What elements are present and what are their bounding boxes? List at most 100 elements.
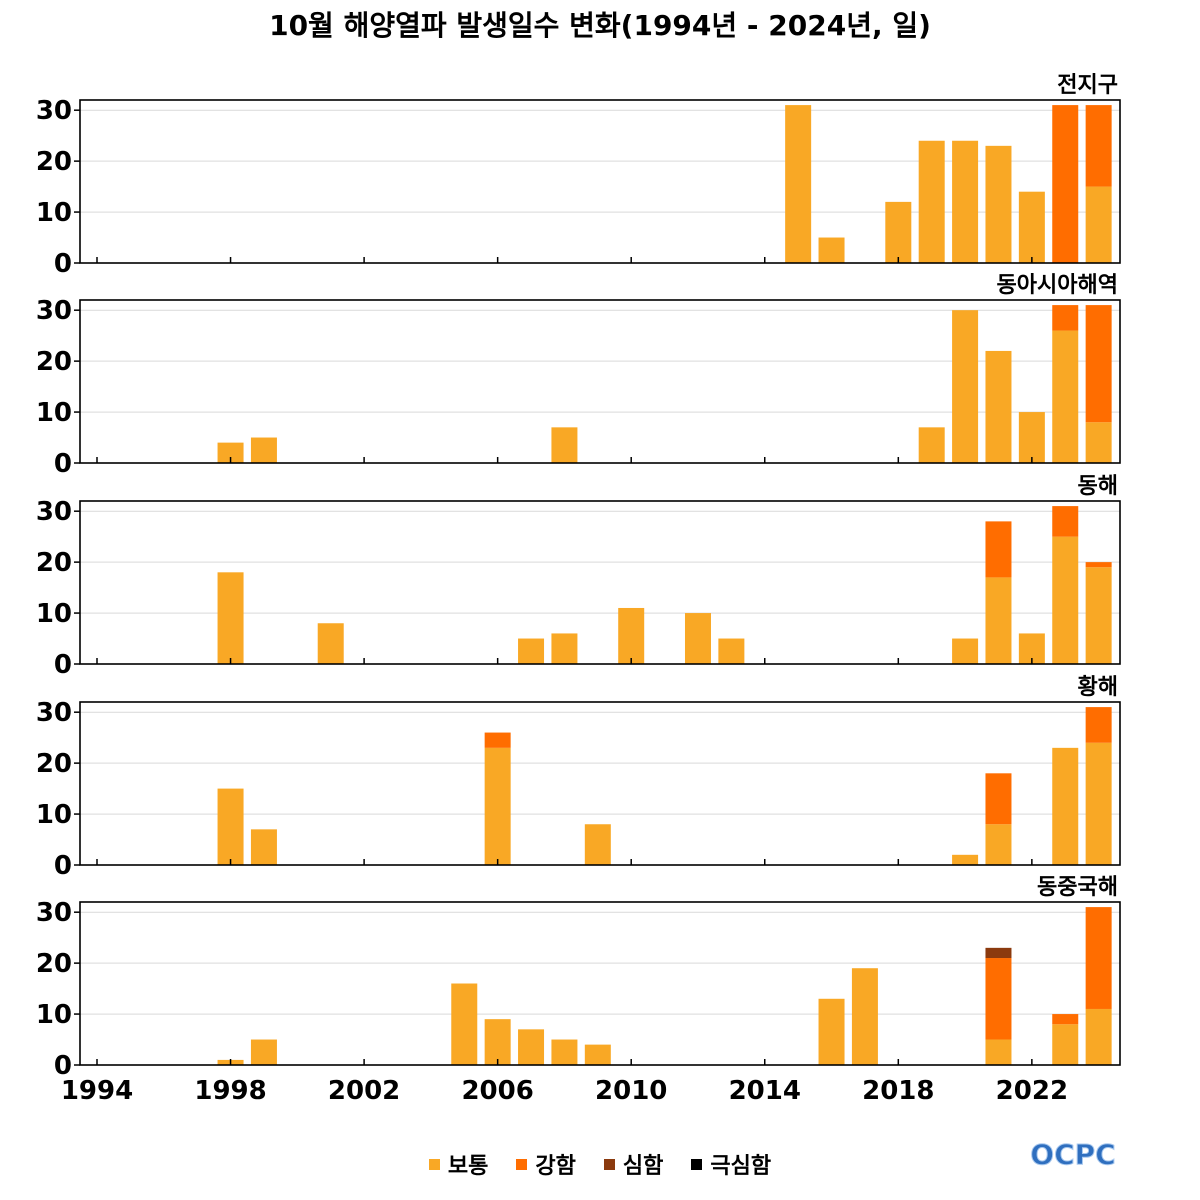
panel-title: 황해 xyxy=(1078,675,1118,700)
y-tick-label: 10 xyxy=(36,1000,72,1030)
y-tick-label: 20 xyxy=(36,147,72,177)
bar-2023-보통 xyxy=(1052,1024,1079,1065)
panel-frame xyxy=(79,99,1121,264)
y-tick-label: 10 xyxy=(36,198,72,228)
panel-4: 황해 0 10 20 30 xyxy=(36,675,1121,881)
bar-2023-보통 xyxy=(1052,330,1079,463)
bar-2001-보통 xyxy=(317,623,344,664)
bar-2024-보통 xyxy=(1085,1008,1112,1065)
legend-swatch xyxy=(603,1158,615,1170)
panel-title: 전지구 xyxy=(1057,73,1118,98)
panel-title: 동아시아해역 xyxy=(997,273,1118,298)
bar-2024-강함 xyxy=(1085,305,1112,423)
panel-title: 동해 xyxy=(1078,474,1118,499)
legend-item: 극심함 xyxy=(691,1148,771,1180)
x-tick-label: 1994 xyxy=(61,1076,133,1106)
bar-2009-보통 xyxy=(584,1044,611,1065)
y-tick-label: 10 xyxy=(36,800,72,830)
bar-1999-보통 xyxy=(250,829,277,865)
x-tick-label: 1998 xyxy=(194,1076,266,1106)
x-tick-label: 2022 xyxy=(996,1076,1068,1106)
bar-2024-강함 xyxy=(1085,707,1112,743)
bar-2021-심함 xyxy=(985,947,1012,959)
x-tick-label: 2010 xyxy=(595,1076,667,1106)
legend-item: 심함 xyxy=(603,1148,664,1180)
bar-2024-보통 xyxy=(1085,742,1112,865)
chart-title: 10월 해양열파 발생일수 변화(1994년 - 2024년, 일) xyxy=(269,9,931,42)
bar-2023-보통 xyxy=(1052,536,1079,664)
bar-1998-보통 xyxy=(217,788,244,865)
bar-2023-강함 xyxy=(1052,1014,1079,1025)
bar-2021-강함 xyxy=(985,773,1012,825)
bar-1999-보통 xyxy=(250,1039,277,1065)
legend-item: 보통 xyxy=(428,1148,489,1180)
bar-2023-강함 xyxy=(1052,305,1079,331)
legend-swatch xyxy=(428,1158,440,1170)
bar-2024-강함 xyxy=(1085,562,1112,568)
y-tick-label: 30 xyxy=(36,96,72,126)
y-tick-label: 0 xyxy=(54,449,72,479)
y-tick-label: 10 xyxy=(36,599,72,629)
bar-1999-보통 xyxy=(250,437,277,463)
chart-area: 전지구 0 10 20 30 동아시아해역 0 10 20 30 동해 0 10 20 30 황해 0 10 20 3… xyxy=(36,73,1121,1106)
bar-2024-보통 xyxy=(1085,422,1112,463)
legend-swatch xyxy=(516,1158,528,1170)
panel-frame xyxy=(79,299,1121,464)
bar-2021-보통 xyxy=(985,145,1012,263)
bar-2021-보통 xyxy=(985,1039,1012,1065)
bar-2020-보통 xyxy=(952,854,979,865)
bar-2017-보통 xyxy=(851,968,878,1065)
y-tick-label: 10 xyxy=(36,398,72,428)
x-tick-label: 2018 xyxy=(862,1076,934,1106)
bar-2020-보통 xyxy=(952,140,979,263)
y-tick-label: 0 xyxy=(54,650,72,680)
bar-2020-보통 xyxy=(952,638,979,664)
bar-2006-보통 xyxy=(484,1019,511,1065)
legend-label: 강함 xyxy=(535,1154,576,1179)
bar-2021-보통 xyxy=(985,577,1012,664)
panel-frame xyxy=(79,500,1121,665)
bar-2013-보통 xyxy=(718,638,745,664)
bar-2021-보통 xyxy=(985,350,1012,463)
bar-2012-보통 xyxy=(684,613,711,664)
bar-2006-보통 xyxy=(484,747,511,865)
bar-2007-보통 xyxy=(518,638,545,664)
ocpc-logo: OCPC xyxy=(1030,1138,1116,1172)
x-tick-label: 2006 xyxy=(461,1076,533,1106)
x-tick-label: 2014 xyxy=(729,1076,801,1106)
panel-frame xyxy=(79,701,1121,866)
y-tick-label: 30 xyxy=(36,497,72,527)
bar-2005-보통 xyxy=(451,983,478,1065)
bar-2006-강함 xyxy=(484,732,511,748)
legend-label: 보통 xyxy=(447,1154,489,1179)
bar-2022-보통 xyxy=(1018,191,1045,263)
bar-2021-강함 xyxy=(985,521,1012,578)
legend-label: 극심함 xyxy=(710,1154,772,1179)
bar-2015-보통 xyxy=(785,105,812,263)
bar-2024-보통 xyxy=(1085,567,1112,664)
y-tick-label: 0 xyxy=(54,851,72,881)
bar-2018-보통 xyxy=(885,201,912,263)
y-tick-label: 30 xyxy=(36,698,72,728)
y-tick-label: 20 xyxy=(36,949,72,979)
bar-2024-강함 xyxy=(1085,105,1112,187)
bar-2021-보통 xyxy=(985,824,1012,865)
x-tick-label: 2002 xyxy=(328,1076,400,1106)
bar-2019-보통 xyxy=(918,427,945,463)
legend-label: 심함 xyxy=(622,1154,664,1179)
bar-2021-강함 xyxy=(985,958,1012,1040)
ocpc-logo-text: OCPC xyxy=(1030,1138,1115,1171)
bar-2022-보통 xyxy=(1018,412,1045,463)
bar-2010-보통 xyxy=(618,607,645,664)
bar-2023-강함 xyxy=(1052,506,1079,537)
panel-frame xyxy=(79,901,1121,1066)
bar-2023-강함 xyxy=(1052,105,1079,263)
bar-2016-보통 xyxy=(818,237,845,263)
legend: 보통 강함 심함 극심함 xyxy=(0,1148,1200,1180)
bar-2024-보통 xyxy=(1085,186,1112,263)
panel-2: 동아시아해역 0 10 20 30 xyxy=(36,273,1121,479)
bar-2009-보통 xyxy=(584,824,611,865)
y-tick-label: 30 xyxy=(36,898,72,928)
panel-3: 동해 0 10 20 30 xyxy=(36,474,1121,680)
y-tick-label: 20 xyxy=(36,749,72,779)
